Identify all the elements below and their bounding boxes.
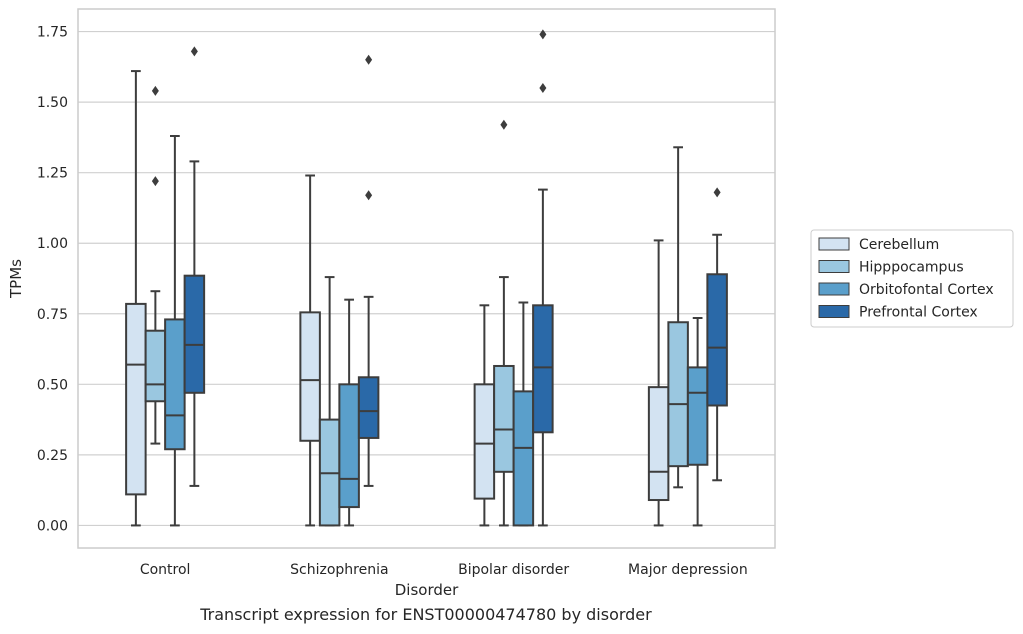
box-iqr bbox=[667, 321, 689, 468]
y-tick-label: 1.75 bbox=[37, 25, 68, 41]
box-iqr bbox=[493, 364, 515, 473]
box-iqr bbox=[647, 386, 670, 502]
box-iqr bbox=[338, 383, 360, 509]
outlier-point bbox=[539, 83, 547, 94]
box-orbitofontal-cortex bbox=[164, 134, 186, 527]
y-tick-label: 1.25 bbox=[37, 166, 68, 182]
box-orbitofontal-cortex bbox=[686, 317, 709, 527]
box-cerebellum bbox=[299, 174, 321, 527]
box-iqr bbox=[183, 274, 206, 394]
x-tick-label: Control bbox=[140, 562, 191, 578]
box-prefrontal-cortex bbox=[706, 187, 728, 482]
outlier-point bbox=[713, 187, 721, 198]
y-tick-label: 1.50 bbox=[37, 95, 68, 111]
box-orbitofontal-cortex bbox=[338, 298, 360, 527]
legend-label: Hipppocampus bbox=[859, 260, 964, 276]
box-iqr bbox=[125, 302, 147, 496]
legend-swatch bbox=[818, 282, 850, 296]
box-cerebellum bbox=[473, 304, 496, 527]
box-prefrontal-cortex bbox=[532, 29, 554, 527]
x-axis-title: Disorder bbox=[395, 581, 459, 599]
box-iqr bbox=[512, 390, 535, 527]
outlier-point bbox=[151, 85, 159, 96]
box-hipppocampus bbox=[318, 276, 341, 527]
x-tick-labels: Control Schizophrenia Bipolar disorder Majo… bbox=[140, 562, 748, 578]
x-tick-label: Bipolar disorder bbox=[458, 562, 569, 578]
box-orbitofontal-cortex bbox=[512, 301, 535, 527]
box-hipppocampus bbox=[144, 85, 167, 445]
x-tick-label: Schizophrenia bbox=[290, 562, 388, 578]
legend-label: Orbitofontal Cortex bbox=[859, 282, 994, 298]
outlier-point bbox=[365, 54, 373, 65]
box-iqr bbox=[706, 273, 728, 407]
chart-caption: Transcript expression for ENST0000047478… bbox=[200, 605, 652, 624]
box-hipppocampus bbox=[493, 119, 515, 527]
y-tick-label: 0.00 bbox=[37, 518, 68, 534]
outlier-point bbox=[500, 119, 508, 130]
y-tick-label: 0.50 bbox=[37, 377, 68, 393]
box-cerebellum bbox=[647, 239, 670, 527]
legend-frame bbox=[810, 229, 1014, 328]
y-tick-label: 0.75 bbox=[37, 307, 68, 323]
box-cerebellum bbox=[125, 70, 147, 527]
box-iqr bbox=[357, 376, 380, 439]
legend-label: Prefrontal Cortex bbox=[859, 305, 978, 321]
box-iqr bbox=[473, 383, 496, 500]
box-hipppocampus bbox=[667, 146, 689, 489]
y-tick-label: 1.00 bbox=[37, 236, 68, 252]
box-prefrontal-cortex bbox=[357, 54, 380, 487]
legend-swatch bbox=[818, 305, 850, 318]
y-tick-labels: 0.00 0.25 0.50 0.75 1.00 1.25 1.50 1.75 bbox=[37, 25, 68, 535]
legend-swatch bbox=[818, 260, 850, 273]
box-iqr bbox=[164, 318, 186, 451]
box-plot-marks bbox=[125, 29, 728, 527]
box-iqr bbox=[686, 366, 709, 466]
box-iqr bbox=[144, 329, 167, 403]
legend-swatch bbox=[818, 237, 850, 251]
outlier-point bbox=[539, 29, 547, 40]
y-tick-label: 0.25 bbox=[37, 448, 68, 464]
outlier-point bbox=[365, 190, 373, 201]
outlier-point bbox=[190, 46, 198, 57]
x-tick-label: Major depression bbox=[628, 562, 748, 578]
y-axis-title: TPMs bbox=[7, 259, 25, 299]
box-iqr bbox=[299, 311, 321, 442]
legend-label: Cerebellum bbox=[859, 237, 939, 253]
box-iqr bbox=[532, 304, 554, 434]
box-prefrontal-cortex bbox=[183, 46, 206, 487]
plot-area-frame bbox=[77, 8, 776, 549]
legend: Cerebellum Hipppocampus Orbitofontal Corte… bbox=[810, 229, 1014, 328]
outlier-point bbox=[151, 176, 159, 187]
